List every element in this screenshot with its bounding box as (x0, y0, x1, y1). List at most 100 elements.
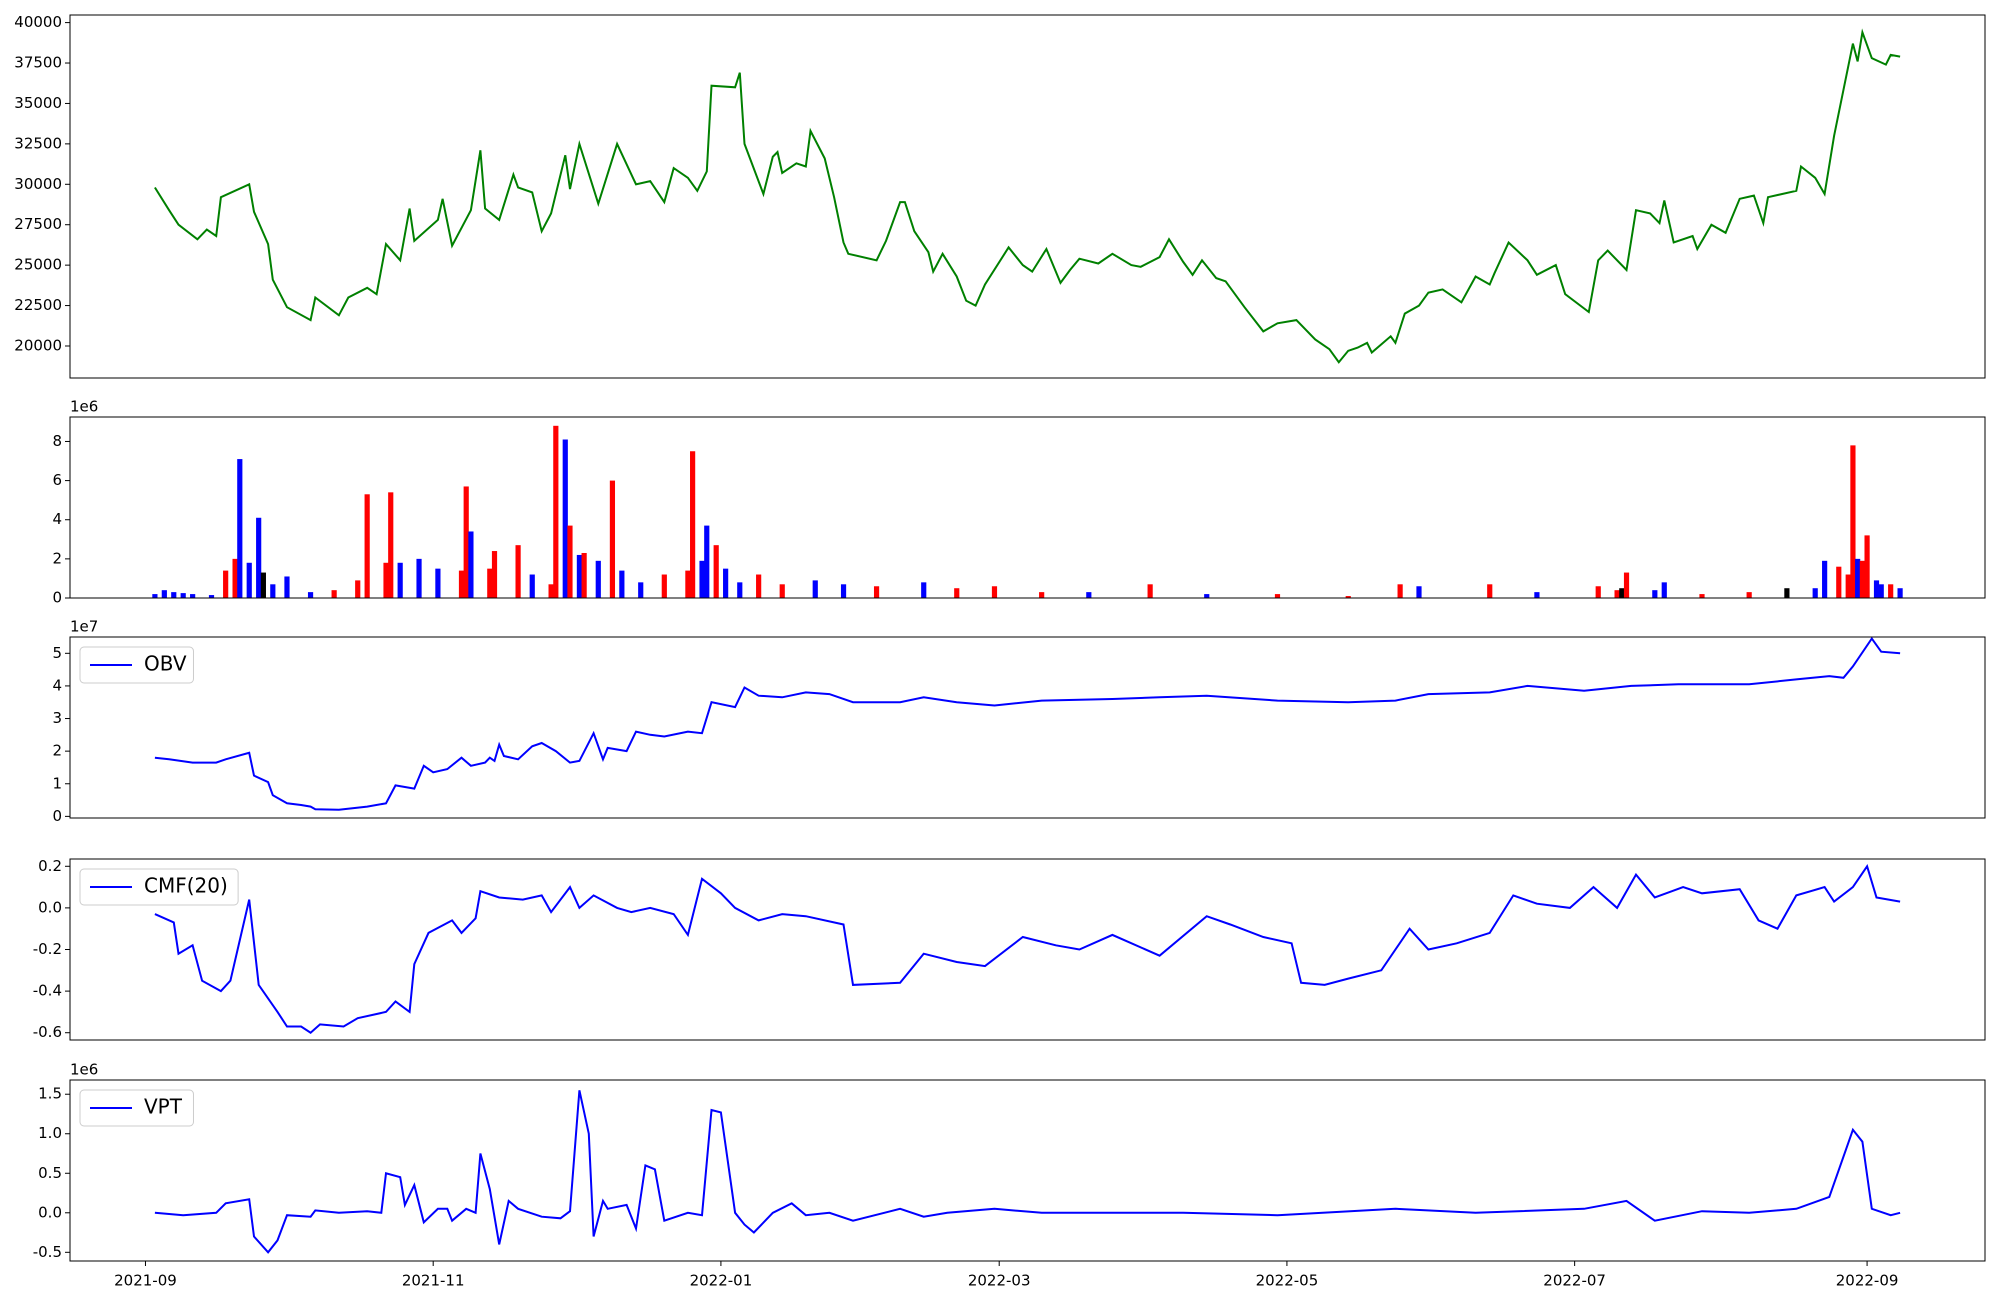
bar (1812, 588, 1818, 598)
axes-frame (69, 636, 1986, 819)
data-line (154, 1090, 1901, 1254)
bar (595, 560, 601, 598)
bar (1652, 590, 1658, 598)
axes-frame (69, 858, 1986, 1041)
y-tick-label: 0.2 (38, 857, 62, 875)
data-line (154, 637, 1901, 811)
bar (237, 459, 243, 598)
bar (468, 531, 474, 598)
bar (685, 570, 691, 598)
bar (1859, 560, 1865, 598)
bar (256, 517, 262, 598)
bar (1534, 592, 1540, 598)
bar (619, 570, 625, 598)
bar (1204, 594, 1210, 598)
bar (307, 592, 314, 598)
bar (638, 582, 644, 598)
bar (1595, 586, 1601, 598)
y-tick-label: 0.0 (38, 1203, 62, 1221)
legend-box (79, 1089, 194, 1127)
x-tick-label: 2021-09 (114, 1272, 177, 1290)
bar (690, 451, 696, 598)
y-tick-label: 30000 (14, 175, 62, 193)
bar (991, 586, 998, 598)
bar (260, 572, 266, 598)
bar (1619, 588, 1625, 598)
bar (463, 486, 469, 598)
bar (208, 595, 215, 598)
y-tick-label: 4 (52, 510, 62, 528)
bar (704, 525, 710, 598)
bar (553, 425, 559, 598)
y-tick-label: 4 (52, 676, 62, 694)
y-tick-label: 2 (52, 549, 62, 567)
bar (581, 552, 587, 598)
bar (1487, 584, 1493, 598)
bar (152, 594, 158, 598)
bar (487, 568, 493, 598)
x-tick-label: 2022-03 (968, 1272, 1031, 1290)
y-tick-label: 1 (52, 774, 62, 792)
bar (1845, 574, 1851, 598)
legend-label: VPT (144, 1095, 183, 1119)
bar (840, 584, 847, 598)
bar (779, 584, 785, 598)
bar (954, 588, 960, 598)
bar (416, 558, 422, 598)
y-tick-label: 37500 (14, 54, 62, 72)
y-tick-label: 0.5 (38, 1164, 62, 1182)
y-tick-label: 0 (52, 807, 62, 825)
legend-label: OBV (144, 652, 187, 676)
bar (270, 584, 276, 598)
bar (1039, 592, 1045, 598)
axes-frame (69, 1079, 1986, 1262)
bar (548, 584, 554, 598)
bar (1699, 594, 1705, 598)
x-tick-label: 2022-07 (1543, 1272, 1606, 1290)
bar (1274, 594, 1281, 598)
offset-label: 1e7 (70, 618, 98, 636)
bar (1416, 586, 1422, 598)
legend-label: CMF(20) (144, 874, 228, 898)
y-tick-label: 20000 (14, 336, 62, 354)
bar (246, 562, 252, 598)
bar (1822, 560, 1828, 598)
bar (699, 560, 705, 598)
axes-frame (69, 14, 1986, 379)
bar (1897, 588, 1903, 598)
bar (458, 570, 465, 598)
bar (232, 558, 238, 598)
bar (723, 568, 729, 598)
y-tick-label: 8 (52, 432, 62, 450)
bar (491, 551, 498, 598)
bar (435, 568, 441, 598)
y-tick-label: 5 (52, 644, 62, 662)
y-tick-label: 35000 (14, 94, 62, 112)
bar (515, 545, 521, 598)
bar (171, 592, 177, 598)
bar (713, 545, 719, 598)
bar (223, 570, 229, 598)
offset-label: 1e6 (70, 398, 98, 416)
bar (609, 480, 616, 598)
bar (161, 590, 167, 598)
bar (1784, 588, 1790, 598)
bar (1614, 590, 1620, 598)
bar (355, 580, 361, 598)
x-tick-label: 2022-01 (690, 1272, 753, 1290)
data-line (154, 864, 1901, 1034)
bar (1836, 566, 1842, 598)
y-tick-label: -0.2 (33, 940, 62, 958)
y-tick-label: 6 (52, 471, 62, 489)
bar (388, 492, 394, 598)
y-tick-label: 1.5 (38, 1085, 62, 1103)
y-tick-label: 27500 (14, 215, 62, 233)
bar (1855, 558, 1861, 598)
legend-box (79, 868, 239, 906)
bar (529, 574, 535, 598)
bar (331, 590, 337, 598)
y-tick-label: 3 (52, 709, 62, 727)
bar (190, 594, 196, 598)
